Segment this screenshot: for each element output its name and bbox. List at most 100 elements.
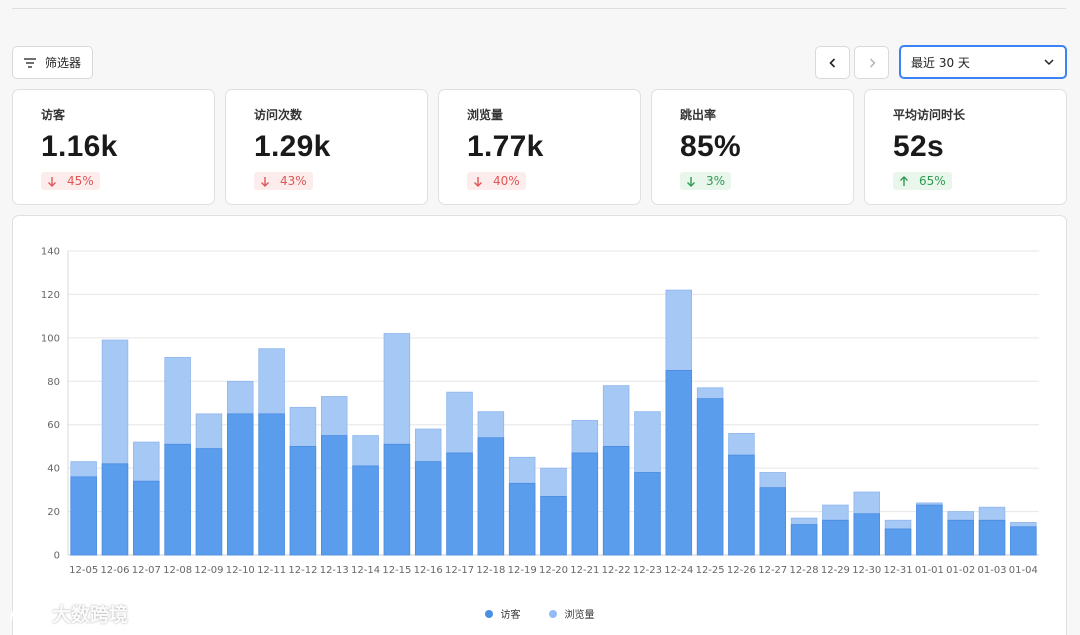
legend-dot <box>548 609 557 618</box>
stat-card-bounce-rate[interactable]: 跳出率 85% 3% <box>651 89 854 205</box>
y-tick-label: 40 <box>47 464 60 475</box>
x-tick-label: 12-24 <box>664 565 693 576</box>
chevron-right-icon <box>869 57 876 68</box>
bar-visitors <box>759 487 787 556</box>
arrow-down-icon <box>474 176 482 187</box>
stat-label: 平均访问时长 <box>893 108 966 122</box>
bar-visitors <box>383 443 411 556</box>
stat-card-visits[interactable]: 访问次数 1.29k 43% <box>225 89 428 205</box>
bar-visitors <box>101 463 129 556</box>
bar-visitors <box>508 482 536 556</box>
bar-visitors <box>696 398 724 556</box>
x-tick-label: 12-12 <box>288 565 317 576</box>
next-period-button[interactable] <box>854 46 889 79</box>
arrow-down-icon <box>261 176 269 187</box>
stat-delta-badge: 40% <box>467 172 526 190</box>
bar-visitors <box>540 495 567 556</box>
x-tick-label: 12-14 <box>351 565 380 576</box>
bar-visitors <box>853 513 880 556</box>
legend-item-pageviews[interactable]: 浏览量 <box>548 606 595 621</box>
stat-delta-badge: 45% <box>41 172 100 190</box>
bar-visitors <box>790 524 818 556</box>
stat-card-avg-duration[interactable]: 平均访问时长 52s 65% <box>864 89 1067 205</box>
bar-visitors <box>133 480 160 556</box>
y-tick-label: 140 <box>41 247 60 258</box>
bar-visitors <box>602 446 630 556</box>
stat-card-visitors[interactable]: 访客 1.16k 45% <box>12 89 215 205</box>
x-tick-label: 12-30 <box>852 565 881 576</box>
filter-button[interactable]: 筛选器 <box>12 46 93 79</box>
x-tick-label: 12-11 <box>257 565 286 576</box>
arrow-up-icon <box>900 175 908 186</box>
bar-visitors <box>665 370 693 556</box>
chevron-down-icon <box>1044 59 1054 66</box>
x-tick-label: 12-23 <box>633 565 662 576</box>
x-tick-label: 12-31 <box>884 565 913 576</box>
bar-visitors <box>320 435 348 556</box>
bar-visitors <box>884 528 912 556</box>
arrow-down-icon <box>48 176 56 187</box>
stat-card-pageviews[interactable]: 浏览量 1.77k 40% <box>438 89 641 205</box>
stat-label: 访问次数 <box>254 108 303 122</box>
bar-visitors <box>414 461 442 556</box>
watermark-text: 大数跨境 <box>52 604 129 626</box>
bar-visitors <box>164 443 191 556</box>
watermark-logo-icon <box>9 604 44 623</box>
chevron-left-icon <box>828 57 835 68</box>
stat-delta-value: 3% <box>706 174 726 188</box>
legend-item-visitors[interactable]: 访客 <box>484 606 521 621</box>
x-tick-label: 12-17 <box>445 565 474 576</box>
x-tick-label: 12-29 <box>821 565 850 576</box>
stat-value: 1.77k <box>467 130 544 163</box>
previous-period-button[interactable] <box>815 46 850 79</box>
x-tick-label: 12-07 <box>132 565 161 576</box>
y-tick-label: 0 <box>54 551 60 562</box>
stat-delta-value: 40% <box>493 174 520 188</box>
y-tick-label: 80 <box>47 377 60 388</box>
x-tick-label: 12-20 <box>539 565 568 576</box>
x-tick-label: 12-06 <box>100 565 129 576</box>
date-range-value: 最近 30 天 <box>911 55 970 70</box>
x-tick-label: 12-21 <box>570 565 599 576</box>
x-tick-label: 01-03 <box>977 565 1006 576</box>
bar-visitors <box>571 452 599 556</box>
arrow-down-icon <box>687 176 695 187</box>
bar-visitors <box>947 519 974 556</box>
bar-visitors <box>195 448 223 556</box>
x-tick-label: 12-10 <box>226 565 255 576</box>
stat-value: 1.16k <box>41 130 118 163</box>
x-tick-label: 12-27 <box>758 565 787 576</box>
y-tick-label: 100 <box>41 333 60 344</box>
bar-visitors <box>227 413 254 556</box>
x-tick-label: 12-18 <box>476 565 505 576</box>
bar-visitors <box>352 465 379 556</box>
x-tick-label: 01-02 <box>946 565 975 576</box>
legend-label: 访客 <box>500 610 521 621</box>
bar-visitors <box>634 472 661 556</box>
stat-label: 访客 <box>41 108 66 122</box>
stat-value: 52s <box>893 130 944 163</box>
stat-value: 85% <box>680 130 741 163</box>
chart-panel: 0 20 40 60 80 100 120 140 12-05 12-06 12-07 12-08 12… <box>12 215 1067 635</box>
y-tick-label: 60 <box>47 420 60 431</box>
x-tick-label: 12-13 <box>320 565 349 576</box>
top-divider <box>12 8 1066 9</box>
bar-visitors <box>978 519 1006 556</box>
stat-delta-value: 43% <box>280 174 307 188</box>
bar-visitors <box>822 519 849 556</box>
x-tick-label: 12-28 <box>790 565 819 576</box>
filter-icon <box>24 57 36 68</box>
legend-dot <box>484 609 493 618</box>
x-tick-label: 12-16 <box>414 565 443 576</box>
stat-delta-badge: 3% <box>680 172 732 190</box>
y-tick-label: 120 <box>41 290 60 301</box>
bar-visitors <box>916 504 943 556</box>
x-tick-label: 12-09 <box>194 565 223 576</box>
bar-visitors <box>477 437 505 556</box>
x-tick-label: 12-25 <box>696 565 725 576</box>
legend-label: 浏览量 <box>564 610 595 621</box>
stat-delta-badge: 65% <box>893 172 952 190</box>
stat-value: 1.29k <box>254 130 331 163</box>
date-range-select[interactable]: 最近 30 天 <box>899 45 1067 79</box>
